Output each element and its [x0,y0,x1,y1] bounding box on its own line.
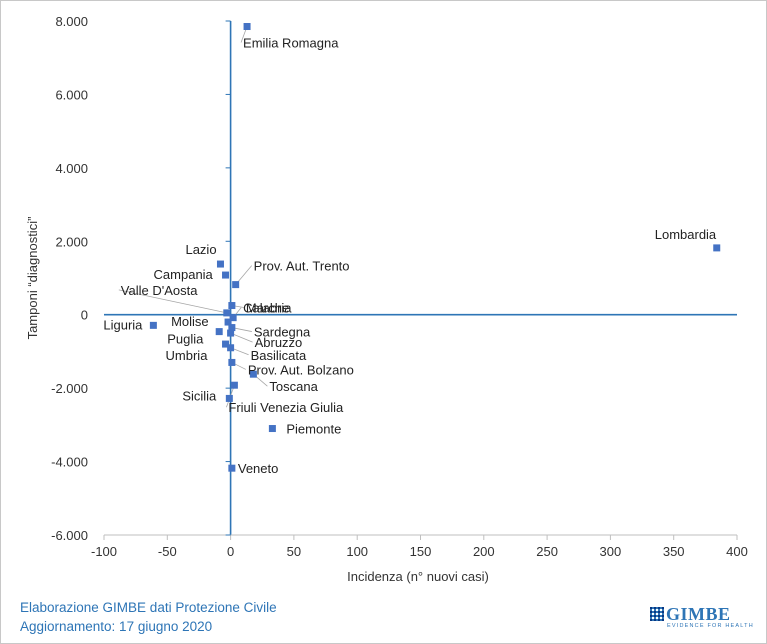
y-tick-label: -4.000 [51,455,88,470]
data-label-abruzzo: Abruzzo [255,335,303,350]
data-points [149,23,721,472]
leader-line-valle-d-aosta [118,289,227,314]
data-label-lombardia: Lombardia [655,227,717,242]
y-tick-label: 6.000 [55,87,88,102]
data-point-basilicata [227,344,235,352]
data-point-friuli-venezia-giulia [230,381,238,389]
data-point-piemonte [268,425,276,433]
logo-tagline: EVIDENCE FOR HEALTH [667,623,754,629]
y-tick-label: -6.000 [51,528,88,543]
leader-line-abruzzo [230,332,253,343]
y-tick-label: -2.000 [51,381,88,396]
x-axis-title: Incidenza (n° nuovi casi) [347,569,489,584]
footer-source: Elaborazione GIMBE dati Protezione Civil… [20,600,277,615]
x-tick-label: 200 [473,544,495,559]
data-label-prov-aut-bolzano: Prov. Aut. Bolzano [248,362,354,377]
y-tick-label: 8.000 [55,14,88,29]
data-label-valle-d-aosta: Valle D'Aosta [121,283,198,298]
data-label-basilicata: Basilicata [251,348,307,363]
data-point-veneto [228,464,236,472]
data-label-emilia-romagna: Emilia Romagna [243,36,339,51]
gimbe-logo: GIMBE EVIDENCE FOR HEALTH [650,604,754,629]
x-tick-label: -50 [158,544,177,559]
data-point-umbria [222,340,230,348]
x-tick-label: 300 [600,544,622,559]
x-tick-label: 100 [346,544,368,559]
data-label-piemonte: Piemonte [286,422,341,437]
data-point-valle-d-aosta [223,309,231,317]
data-label-toscana: Toscana [269,379,318,394]
y-tick-label: 0 [81,308,88,323]
y-tick-label: 4.000 [55,161,88,176]
data-point-abruzzo [227,329,235,337]
x-tick-label: 400 [726,544,748,559]
data-point-toscana [249,370,257,378]
data-label-molise: Molise [171,314,209,329]
data-point-lombardia [713,244,721,252]
data-point-lazio [216,260,224,268]
data-point-liguria [149,321,157,329]
data-label-calabria: Calabria [243,301,292,316]
y-axis-title: Tamponi “diagnostici” [25,217,40,340]
footer-update: Aggiornamento: 17 giugno 2020 [20,619,213,634]
data-point-marche [228,302,236,310]
data-label-liguria: Liguria [103,317,143,332]
data-label-umbria: Umbria [166,348,209,363]
data-point-emilia-romagna [243,23,251,31]
logo-name: GIMBE [666,604,731,624]
x-tick-label: 50 [287,544,301,559]
data-label-campania: Campania [154,267,214,282]
data-point-molise [224,318,232,326]
x-tick-label: -100 [91,544,117,559]
data-point-sardegna [228,324,236,332]
tick-labels: -100 -50 0 50 100 150 200 250 300 350 400 8.000 6.00… [51,14,748,559]
data-point-puglia [215,328,223,336]
data-label-puglia: Puglia [167,332,204,347]
data-point-prov-aut-trento [232,281,240,289]
chart-footer: Elaborazione GIMBE dati Protezione Civil… [20,598,277,636]
x-tick-label: 0 [227,544,234,559]
x-tick-label: 350 [663,544,685,559]
data-label-lazio: Lazio [185,242,216,257]
data-label-veneto: Veneto [238,461,279,476]
gimbe-logo-icon [650,607,664,621]
data-label-sicilia: Sicilia [182,388,217,403]
x-tick-label: 250 [536,544,558,559]
data-label-marche: Marche [246,301,289,316]
x-tick-label: 150 [410,544,432,559]
data-label-prov-aut-trento: Prov. Aut. Trento [254,259,350,274]
data-label-friuli-venezia-giulia: Friuli Venezia Giulia [228,400,344,415]
data-point-campania [222,271,230,279]
data-point-prov-aut-bolzano [228,358,236,366]
data-point-calabria [229,314,237,322]
point-labels: Emilia Romagna Lombardia Lazio Campania Prov… [103,36,717,477]
data-label-sardegna: Sardegna [254,325,311,340]
y-tick-label: 2.000 [55,234,88,249]
data-point-sicilia [225,394,233,402]
